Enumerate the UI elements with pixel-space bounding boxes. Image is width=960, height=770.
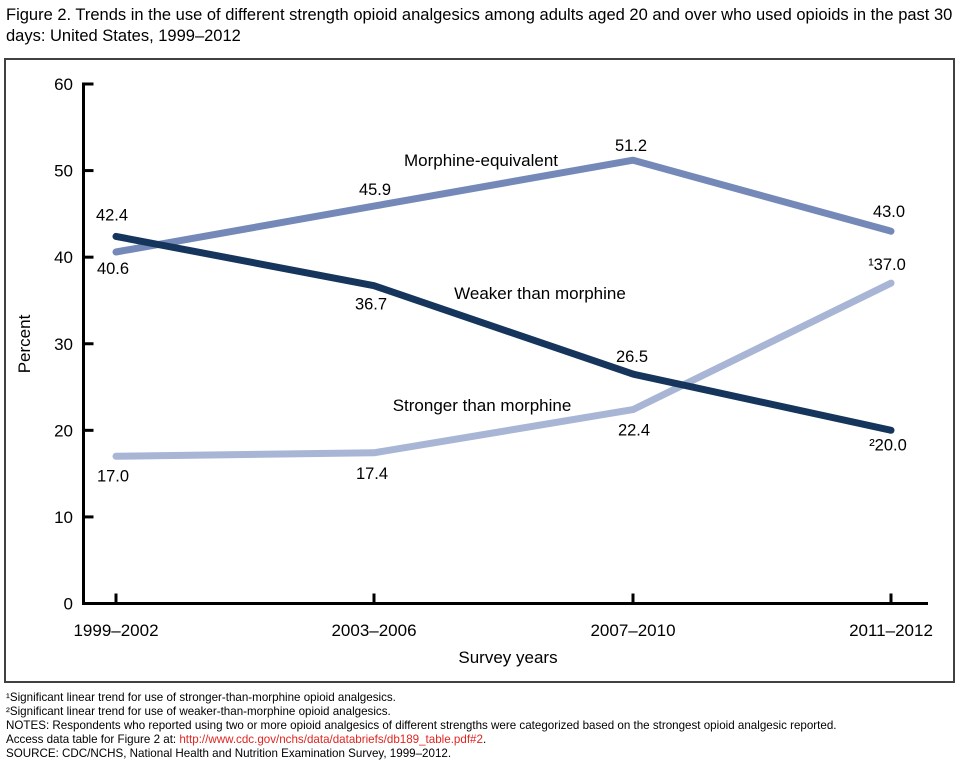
y-tick-label: 50 bbox=[54, 162, 73, 181]
footnotes: ¹Significant linear trend for use of str… bbox=[6, 691, 954, 761]
series-line-stronger-than-morphine bbox=[112, 279, 895, 460]
value-label: 26.5 bbox=[616, 348, 648, 366]
footnote-notes: NOTES: Respondents who reported using tw… bbox=[6, 719, 837, 732]
value-label: 17.0 bbox=[97, 467, 129, 485]
chart-frame bbox=[4, 58, 955, 683]
footnote-access-suffix: . bbox=[482, 733, 487, 746]
value-label: 45.9 bbox=[359, 181, 391, 199]
y-tick-label: 60 bbox=[54, 75, 73, 94]
value-label: 17.4 bbox=[356, 465, 388, 483]
y-tick-label: 30 bbox=[54, 335, 73, 354]
data-table-link[interactable]: http://www.cdc.gov/nchs/data/databriefs/… bbox=[179, 733, 483, 746]
value-label: ²20.0 bbox=[869, 436, 907, 454]
value-label: 40.6 bbox=[97, 260, 129, 278]
series-line-morphine-equivalent bbox=[112, 156, 895, 256]
y-tick-label: 20 bbox=[54, 421, 73, 440]
series-label-morphine-equivalent: Morphine-equivalent bbox=[404, 151, 558, 170]
series-label-stronger-than-morphine: Stronger than morphine bbox=[393, 396, 572, 415]
y-axis-title: Percent bbox=[15, 314, 34, 373]
y-tick-label: 40 bbox=[54, 248, 73, 267]
footnote-access-prefix: Access data table for Figure 2 at: bbox=[6, 733, 180, 746]
x-axis-title: Survey years bbox=[458, 648, 557, 667]
series-line-weaker-than-morphine bbox=[112, 232, 895, 434]
x-tick-label: 2007–2010 bbox=[590, 621, 675, 640]
footnote-source: SOURCE: CDC/NCHS, National Health and Nu… bbox=[6, 747, 452, 760]
value-label: 22.4 bbox=[618, 422, 650, 440]
y-tick-label: 10 bbox=[54, 508, 73, 527]
x-tick-label: 1999–2002 bbox=[73, 621, 158, 640]
figure-title: Figure 2. Trends in the use of different… bbox=[6, 6, 953, 45]
series-label-weaker-than-morphine: Weaker than morphine bbox=[454, 284, 626, 303]
x-tick-label: 2011–2012 bbox=[849, 621, 933, 640]
value-label: 51.2 bbox=[615, 137, 647, 155]
footnote-1: ¹Significant linear trend for use of str… bbox=[6, 691, 396, 704]
value-label: ¹37.0 bbox=[868, 256, 906, 274]
footnote-access: Access data table for Figure 2 at: http:… bbox=[6, 733, 954, 747]
x-tick-label: 2003–2006 bbox=[331, 621, 416, 640]
opioid-trends-line-chart: 0 10 20 30 40 50 60 1999–2002 2003–2006 2007–2010… bbox=[15, 75, 933, 667]
value-label: 42.4 bbox=[96, 206, 128, 224]
value-label: 43.0 bbox=[873, 203, 905, 221]
value-label: 36.7 bbox=[355, 296, 387, 314]
footnote-2: ²Significant linear trend for use of wea… bbox=[6, 705, 391, 718]
y-tick-label: 0 bbox=[64, 595, 73, 614]
